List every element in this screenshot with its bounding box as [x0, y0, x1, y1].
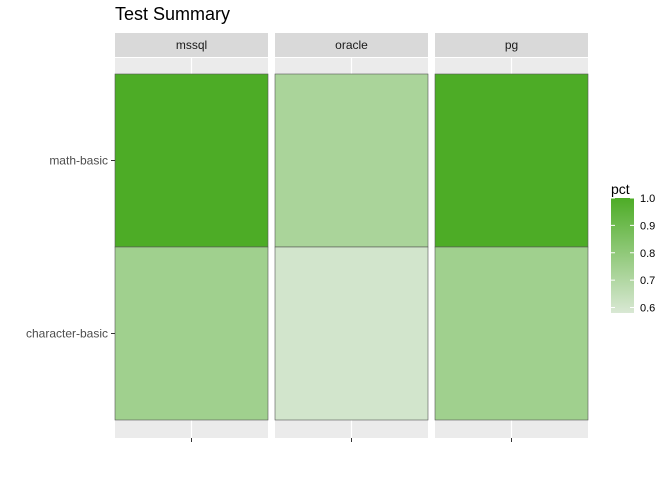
- facet-panel-mssql: mssql: [114, 33, 269, 442]
- heatmap-tile-mssql-character-basic: [114, 246, 269, 421]
- y-axis-tick-label: math-basic: [49, 154, 108, 168]
- facet-strip-label: pg: [505, 38, 518, 52]
- facet-panels: mssql oracle pg: [114, 33, 589, 442]
- facet-panel-pg: pg: [434, 33, 589, 442]
- heatmap-tile-pg-character-basic: [434, 246, 589, 421]
- legend-tick-label: 0.8: [640, 248, 655, 260]
- heatmap-tile-oracle-math-basic: [274, 73, 429, 248]
- heatmap-tile-oracle-character-basic: [274, 246, 429, 421]
- facet-strip: [275, 33, 428, 57]
- legend: pct 0.6 0.7 0.8 0.9 1.0: [611, 181, 655, 315]
- legend-tick-label: 0.6: [640, 303, 655, 315]
- legend-tick-label: 1.0: [640, 193, 655, 205]
- facet-strip: [435, 33, 588, 57]
- legend-tick-label: 0.7: [640, 275, 655, 287]
- y-axis: math-basic character-basic: [26, 154, 115, 341]
- legend-tick-label: 0.9: [640, 220, 655, 232]
- y-axis-tick-label: character-basic: [26, 327, 108, 341]
- legend-colorbar: [611, 198, 634, 313]
- legend-title: pct: [611, 181, 630, 197]
- chart-title: Test Summary: [115, 4, 230, 24]
- facet-strip-label: mssql: [176, 38, 207, 52]
- facet-strip-label: oracle: [335, 38, 368, 52]
- heatmap-tile-mssql-math-basic: [114, 73, 269, 248]
- heatmap-tile-pg-math-basic: [434, 73, 589, 248]
- facet-strip: [115, 33, 268, 57]
- facet-panel-oracle: oracle: [274, 33, 429, 442]
